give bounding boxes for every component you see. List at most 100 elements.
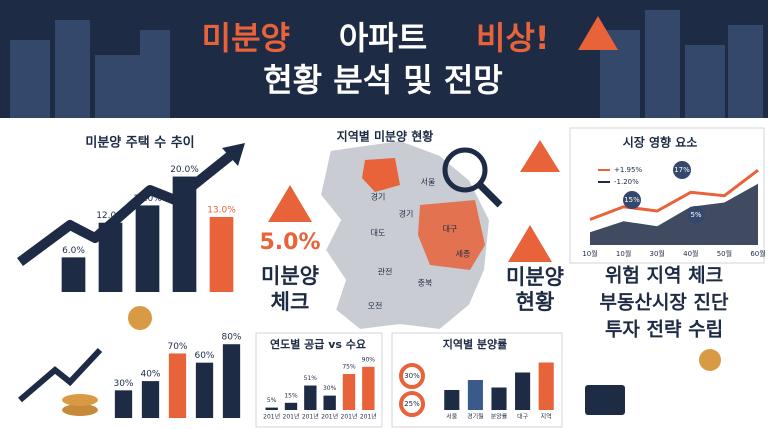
title-part: 아파트: [339, 19, 427, 57]
bar: [304, 385, 317, 410]
bar: [284, 402, 298, 410]
annotation: 15%: [624, 196, 640, 204]
map-korea: [318, 138, 492, 332]
x-tick-label: 지역: [541, 413, 552, 421]
map-title: 지역별 미분양 현황: [337, 129, 434, 144]
map-label: 충북: [418, 279, 433, 288]
map-label: 서울: [421, 178, 436, 187]
skyline: [10, 10, 763, 118]
bar: [61, 257, 86, 292]
donut: [399, 391, 425, 417]
mini-arrow: [18, 347, 103, 403]
status-label: 현황: [516, 290, 555, 314]
arrow-head: [222, 143, 245, 166]
annotation: 17%: [674, 166, 690, 174]
coins: [62, 394, 98, 406]
annotation: 30%: [404, 372, 420, 380]
action-item: 위험 지역 체크: [605, 265, 723, 287]
bar: [168, 353, 187, 418]
bar: [114, 390, 133, 418]
chart-title: 미분양 주택 수 추이: [85, 135, 194, 151]
x-tick-label: 10월: [582, 249, 597, 258]
coin-icon: [699, 349, 721, 371]
value-label: 40%: [140, 370, 160, 380]
chart-title: 지역별 분양률: [443, 337, 508, 351]
map-label: 대구: [443, 225, 458, 234]
x-tick-label: 10월: [616, 249, 631, 258]
map-region: [418, 200, 485, 270]
legend-label: -1.20%: [614, 178, 639, 186]
map-label: 세종: [456, 250, 471, 259]
bar: [515, 372, 531, 410]
x-tick-label: 경기월: [467, 413, 484, 421]
value-label: 30%: [113, 379, 133, 389]
value-label: 13.0%: [207, 205, 236, 215]
value-label: 15.0%: [133, 194, 162, 204]
bar: [362, 366, 375, 410]
bar: [538, 362, 554, 410]
warning-icon: [268, 185, 312, 222]
x-tick-label: 201년: [283, 413, 300, 421]
bar: [141, 381, 160, 418]
title-part: 비상!: [476, 19, 549, 57]
bar: [342, 374, 356, 410]
coin-icon: [128, 306, 152, 330]
warning-icon: [520, 140, 560, 172]
value-label: 60%: [194, 351, 214, 361]
bar: [98, 222, 123, 292]
warning-icon: [578, 16, 618, 50]
value-label: 51%: [304, 375, 318, 382]
map-label: 오전: [368, 301, 383, 311]
annotation: 25%: [404, 400, 420, 408]
value-label: 80%: [221, 333, 241, 343]
chart-title: 시장 영향 요소: [623, 135, 698, 150]
value-label: 20.0%: [170, 165, 199, 175]
x-tick-label: 서울: [446, 413, 458, 421]
x-tick-label: 대구: [517, 413, 529, 421]
bar: [467, 380, 483, 410]
value-label: 5%: [267, 397, 277, 404]
bar: [135, 205, 160, 292]
briefcase: [585, 385, 625, 415]
x-tick-label: 201년: [360, 413, 377, 421]
donut: [399, 363, 425, 389]
coins: [62, 404, 98, 416]
value-label: 30%: [323, 385, 337, 392]
bar: [222, 344, 241, 418]
bar: [323, 395, 336, 410]
line: [589, 169, 759, 221]
bar: [444, 390, 460, 410]
bubble: [673, 161, 691, 179]
map-region: [362, 158, 400, 192]
map-labels: 서울 경기 경기 대도 대구 세종 관전 충북 오전: [368, 178, 471, 311]
check-label: 미분양: [261, 264, 319, 288]
x-tick-label: 201년: [263, 413, 280, 421]
warning-icon: [508, 225, 552, 262]
legend-label: +1.95%: [614, 166, 642, 174]
x-tick-label: 201년: [341, 413, 358, 421]
chart-title: 연도별 공급 vs 수요: [270, 337, 366, 351]
bar: [195, 362, 214, 418]
x-tick-label: 50월: [717, 249, 732, 258]
map-label: 경기: [371, 192, 386, 202]
x-tick-label: 60월: [750, 249, 765, 258]
bubble: [623, 191, 641, 209]
map-label: 관전: [378, 267, 393, 277]
x-tick-label: 30월: [650, 249, 665, 258]
map-label: 경기: [399, 209, 414, 219]
rate-badge: 5.0%: [259, 230, 320, 255]
x-tick-label: 분양률: [491, 413, 508, 421]
check-label: 체크: [271, 290, 310, 314]
value-label: 70%: [167, 342, 187, 352]
bar: [209, 216, 234, 292]
annotation: 5%: [690, 211, 701, 219]
bar: [172, 176, 197, 292]
value-label: 15%: [284, 392, 298, 399]
panel: [255, 332, 383, 428]
bar: [491, 387, 507, 410]
bubble: [687, 206, 705, 224]
x-tick-label: 201년: [321, 413, 338, 421]
value-label: 6.0%: [62, 246, 85, 256]
status-label: 미분양: [506, 265, 564, 289]
